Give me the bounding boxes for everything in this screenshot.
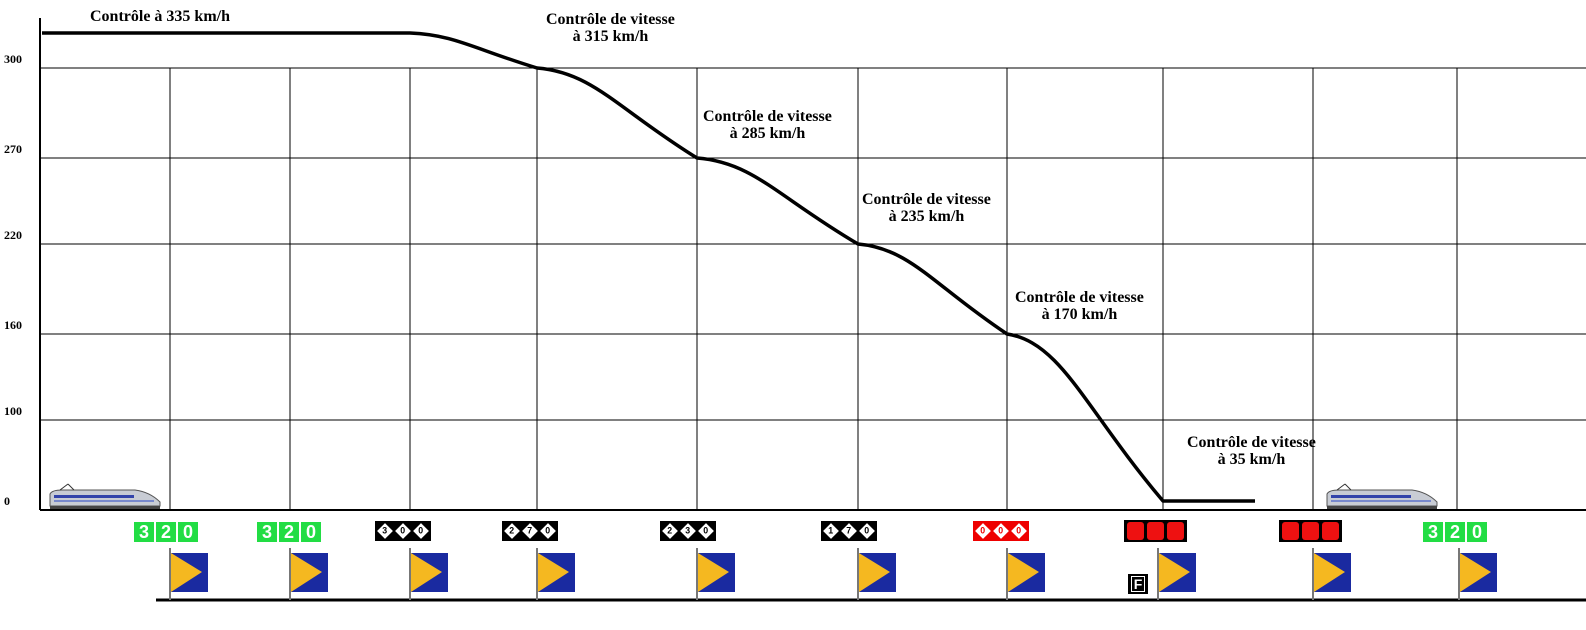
display-digit: 0 [540,523,556,539]
signal-board [536,548,575,600]
annotation-35: Contrôle de vitesse à 35 km/h [1187,434,1316,468]
signal-board [409,548,448,600]
speed-display [1124,520,1187,542]
annotation-235: Contrôle de vitesse à 235 km/h [862,191,991,225]
display-digit: 0 [395,523,411,539]
red-lamp [1167,522,1184,540]
trains [49,483,1438,509]
y-tick-label: 300 [4,52,22,66]
signal-board [696,548,735,600]
signal-board [1458,548,1497,600]
red-lamp [1322,522,1339,540]
display-digit: 0 [413,523,429,539]
y-tick-label: 270 [4,142,22,156]
red-lamp [1127,522,1144,540]
y-tick-label: 0 [4,494,10,508]
display-digit: 3 [377,523,393,539]
signal-board [289,548,328,600]
signal-board [1157,548,1196,600]
signal-board [857,548,896,600]
annotation-335: Contrôle à 335 km/h [90,8,230,25]
display-digit: 3 [257,522,277,542]
signal-board [169,548,208,600]
display-digit: 7 [522,523,538,539]
display-digit: 0 [301,522,321,542]
display-digit: 2 [156,522,176,542]
display-digit: 3 [680,523,696,539]
signal-board [1006,548,1045,600]
grid [40,67,1586,510]
display-digit: 3 [134,522,154,542]
annotation-170: Contrôle de vitesse à 170 km/h [1015,289,1144,323]
display-digit: 2 [1445,522,1465,542]
display-digit: 0 [975,523,991,539]
display-digit: 0 [859,523,875,539]
red-lamp [1282,522,1299,540]
display-digit: 2 [279,522,299,542]
y-tick-label: 100 [4,404,22,418]
display-digit: 0 [993,523,1009,539]
annotation-315: Contrôle de vitesse à 315 km/h [546,11,675,45]
display-digit: 1 [823,523,839,539]
signal-board [1312,548,1351,600]
display-digit: 0 [698,523,714,539]
display-digit: 2 [504,523,520,539]
display-digit: 2 [662,523,678,539]
red-lamp [1147,522,1164,540]
red-lamp [1302,522,1319,540]
train-icon [49,483,161,509]
display-digit: 0 [1011,523,1027,539]
speed-display [1279,520,1342,542]
f-marker: F [1128,574,1148,594]
annotation-285: Contrôle de vitesse à 285 km/h [703,108,832,142]
signal-boards [169,548,1497,600]
speed-curve [42,31,1255,503]
train-icon [1326,483,1438,509]
y-tick-label: 160 [4,318,22,332]
y-tick-label: 220 [4,228,22,242]
display-digit: 7 [841,523,857,539]
display-digit: 0 [1467,522,1487,542]
axes [39,18,1586,602]
display-digit: 0 [178,522,198,542]
display-digit: 3 [1423,522,1443,542]
